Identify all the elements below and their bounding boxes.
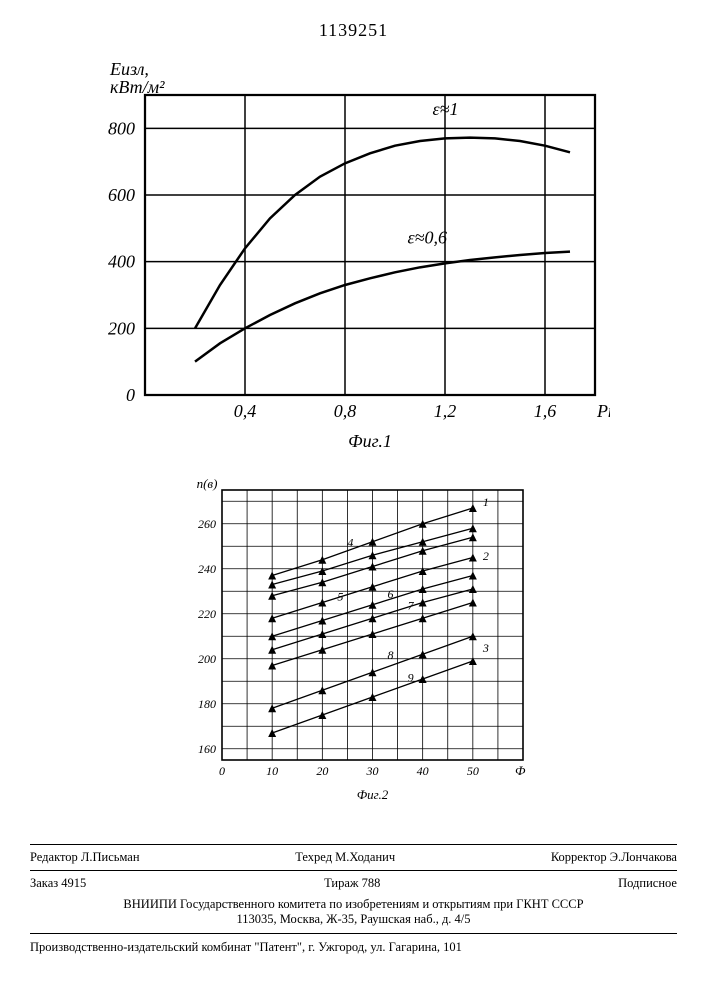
svg-text:20: 20 [316,764,328,778]
editor-name: Редактор Л.Письман [30,850,140,865]
svg-text:Фиг.1: Фиг.1 [348,431,392,451]
svg-text:кВт/м²: кВт/м² [110,77,165,97]
svg-text:400: 400 [108,252,135,272]
svg-text:Фиг.2: Фиг.2 [357,787,389,802]
svg-text:10: 10 [266,764,278,778]
svg-text:600: 600 [108,185,135,205]
order-number: Заказ 4915 [30,876,86,891]
editors-line: Редактор Л.Письман Техред М.Ходанич Корр… [30,847,677,868]
tech-editor-name: Техред М.Ходанич [295,850,395,865]
svg-text:9: 9 [408,670,414,684]
svg-text:1,2: 1,2 [434,401,457,421]
order-line: Заказ 4915 Тираж 788 Подписное [30,873,677,894]
svg-text:1,6: 1,6 [534,401,557,421]
svg-text:200: 200 [108,318,135,338]
svg-text:Ф: Ф [515,763,526,778]
svg-text:6: 6 [388,587,394,601]
subscription: Подписное [618,876,677,891]
svg-text:240: 240 [198,562,216,576]
svg-text:4: 4 [347,535,353,549]
svg-text:30: 30 [366,764,379,778]
svg-text:220: 220 [198,607,216,621]
footer: Редактор Л.Письман Техред М.Ходанич Корр… [30,842,677,955]
svg-text:3: 3 [482,641,489,655]
svg-text:8: 8 [388,648,394,662]
svg-text:0,4: 0,4 [234,401,257,421]
svg-text:180: 180 [198,697,216,711]
svg-text:Pк, МПа: Pк, МПа [596,401,610,421]
svg-text:0: 0 [219,764,225,778]
committee-line-2: 113035, Москва, Ж-35, Раушская наб., д. … [30,912,677,928]
svg-text:2: 2 [483,549,489,563]
doc-number: 1139251 [319,20,388,41]
tirazh: Тираж 788 [324,876,380,891]
svg-text:7: 7 [408,598,415,612]
figure-1: 0,4 0,8 1,2 1,6 0 200 400 600 800 Pк, МПа Eизл,кВт… [70,55,610,455]
svg-text:1: 1 [483,495,489,509]
committee-line-1: ВНИИПИ Государственного комитета по изоб… [30,897,677,913]
svg-text:5: 5 [337,589,343,603]
svg-text:50: 50 [467,764,479,778]
svg-text:260: 260 [198,517,216,531]
svg-text:40: 40 [417,764,429,778]
svg-text:0,8: 0,8 [334,401,357,421]
publisher-line: Производственно-издательский комбинат "П… [30,936,677,955]
svg-text:0: 0 [126,385,135,405]
svg-text:n(в): n(в) [197,476,218,491]
corrector-name: Корректор Э.Лончакова [551,850,677,865]
svg-text:Eизл,: Eизл, [109,59,149,79]
svg-text:200: 200 [198,652,216,666]
svg-text:800: 800 [108,118,135,138]
svg-text:160: 160 [198,742,216,756]
svg-text:ε≈0,6: ε≈0,6 [408,227,447,247]
svg-text:ε≈1: ε≈1 [433,99,459,119]
figure-2: 0 10 20 30 40 50 160 180 200 220 240 260 Фn(в) 1 2 3 4 5 6… [180,475,535,805]
committee-block: ВНИИПИ Государственного комитета по изоб… [30,894,677,931]
